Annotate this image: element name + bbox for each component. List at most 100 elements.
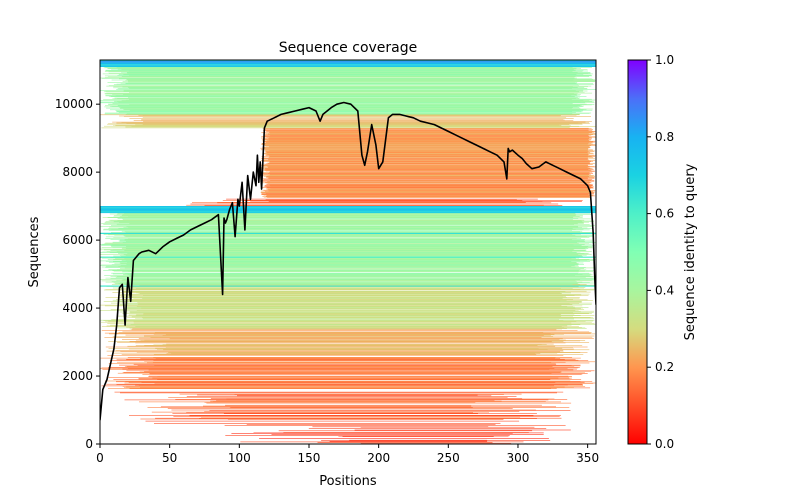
coverage-row bbox=[126, 246, 589, 247]
coverage-row bbox=[100, 279, 581, 280]
coverage-row bbox=[265, 149, 588, 151]
coverage-row bbox=[126, 300, 561, 302]
coverage-row bbox=[136, 306, 574, 307]
coverage-row bbox=[152, 377, 559, 379]
coverage-row bbox=[263, 141, 595, 143]
coverage-row bbox=[126, 366, 575, 367]
coverage-row bbox=[100, 265, 578, 266]
coverage-row bbox=[102, 243, 592, 245]
coverage-row bbox=[168, 352, 581, 353]
coverage-row bbox=[264, 134, 592, 136]
coverage-row bbox=[266, 140, 589, 141]
coverage-row bbox=[103, 229, 590, 231]
coverage-row bbox=[253, 432, 544, 434]
coverage-row bbox=[136, 314, 562, 315]
coverage-row bbox=[143, 313, 589, 314]
coverage-row bbox=[135, 315, 581, 316]
coverage-row bbox=[168, 397, 508, 398]
coverage-row bbox=[121, 294, 582, 296]
coverage-row bbox=[269, 145, 589, 147]
coverage-row bbox=[268, 133, 589, 135]
coverage-row bbox=[100, 206, 596, 207]
coverage-row bbox=[117, 372, 552, 374]
coverage-row bbox=[262, 161, 594, 162]
coverage-row bbox=[121, 76, 590, 77]
coverage-row bbox=[126, 226, 593, 227]
coverage-row bbox=[124, 239, 572, 240]
coverage-row bbox=[265, 134, 593, 135]
coverage-row bbox=[118, 266, 579, 267]
coverage-row bbox=[100, 101, 581, 103]
coverage-row bbox=[103, 99, 572, 100]
coverage-row bbox=[137, 302, 582, 303]
coverage-row bbox=[338, 435, 509, 437]
coverage-row bbox=[267, 182, 590, 184]
coverage-row bbox=[121, 215, 576, 216]
coverage-row bbox=[105, 297, 580, 298]
coverage-row bbox=[124, 267, 595, 269]
coverage-row bbox=[100, 207, 596, 208]
coverage-row bbox=[101, 78, 575, 79]
coverage-row bbox=[141, 307, 583, 309]
coverage-row bbox=[268, 159, 588, 160]
coverage-row bbox=[109, 360, 589, 361]
coverage-row bbox=[269, 174, 590, 175]
coverage-row bbox=[262, 180, 595, 181]
coverage-row bbox=[110, 109, 587, 111]
coverage-row bbox=[119, 115, 561, 117]
coverage-row bbox=[151, 411, 490, 413]
coverage-row bbox=[120, 296, 566, 297]
coverage-row bbox=[128, 227, 588, 229]
coverage-row bbox=[116, 122, 579, 124]
coverage-row bbox=[108, 230, 573, 231]
coverage-row bbox=[125, 260, 595, 261]
coverage-row bbox=[127, 345, 556, 347]
coverage-row bbox=[141, 119, 565, 121]
coverage-row bbox=[129, 104, 592, 106]
coverage-row bbox=[126, 386, 565, 388]
coverage-row bbox=[166, 353, 541, 354]
coverage-row bbox=[118, 240, 585, 242]
coverage-row bbox=[105, 70, 584, 71]
coverage-row bbox=[267, 177, 588, 179]
coverage-row bbox=[150, 373, 583, 375]
coverage-row bbox=[108, 367, 580, 368]
colorbar-tick-label: 0.6 bbox=[655, 207, 674, 221]
coverage-row bbox=[148, 376, 572, 378]
coverage-row bbox=[124, 236, 594, 237]
coverage-row bbox=[105, 281, 583, 283]
coverage-row bbox=[265, 133, 596, 134]
coverage-row bbox=[116, 111, 582, 113]
coverage-row bbox=[128, 80, 595, 82]
coverage-row bbox=[120, 351, 561, 352]
coverage-row bbox=[263, 189, 588, 191]
coverage-row bbox=[110, 232, 593, 233]
coverage-row bbox=[115, 125, 562, 126]
coverage-row bbox=[264, 191, 593, 193]
coverage-row bbox=[360, 426, 535, 428]
coverage-row bbox=[127, 80, 596, 82]
coverage-row bbox=[112, 352, 536, 354]
coverage-row bbox=[121, 100, 590, 102]
y-axis: 0 2000 4000 6000 8000 10000 bbox=[55, 97, 100, 451]
coverage-row bbox=[125, 83, 577, 84]
coverage-row bbox=[260, 182, 592, 184]
coverage-row bbox=[113, 259, 590, 260]
coverage-row bbox=[155, 417, 562, 419]
coverage-row bbox=[101, 127, 570, 129]
coverage-row bbox=[244, 200, 583, 201]
coverage-row bbox=[119, 262, 584, 264]
coverage-row bbox=[209, 410, 571, 411]
coverage-row bbox=[136, 292, 571, 294]
coverage-row bbox=[124, 387, 574, 388]
coverage-row bbox=[266, 137, 592, 138]
coverage-row bbox=[265, 183, 590, 185]
coverage-row bbox=[100, 244, 585, 245]
coverage-row bbox=[128, 271, 593, 272]
coverage-row bbox=[265, 150, 595, 152]
coverage-row bbox=[104, 222, 584, 223]
coverage-row bbox=[147, 407, 570, 408]
coverage-row bbox=[123, 274, 593, 276]
coverage-row bbox=[109, 333, 596, 335]
coverage-row bbox=[112, 287, 585, 289]
